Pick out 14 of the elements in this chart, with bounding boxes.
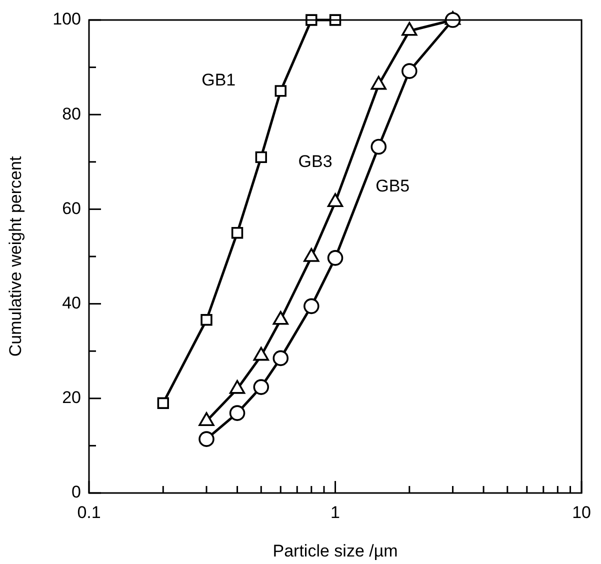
- x-axis-title: Particle size /µm: [272, 541, 398, 560]
- y-tick-label: 100: [52, 10, 81, 29]
- y-tick-label: 60: [62, 198, 81, 218]
- x-tick-label: 10: [572, 502, 592, 522]
- y-tick-label: 0: [72, 482, 81, 502]
- x-tick-label: 0.1: [77, 502, 101, 522]
- text: GB1: [202, 70, 236, 90]
- y-tick-label: 40: [62, 293, 81, 312]
- series-label: GB5: [376, 176, 410, 196]
- y-axis-title: Cumulative weight percent: [6, 156, 25, 357]
- x-tick-label: 1: [330, 502, 340, 522]
- series-label: GB3: [298, 152, 332, 171]
- y-tick-label: 80: [62, 104, 81, 124]
- y-tick-label: 20: [62, 388, 81, 408]
